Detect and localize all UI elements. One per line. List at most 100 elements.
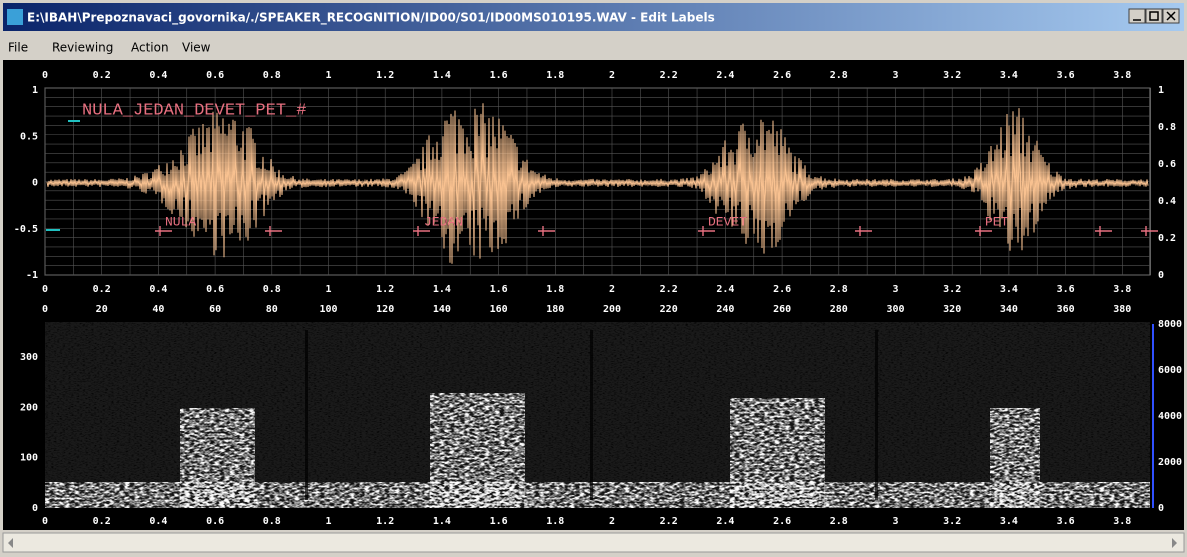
frame-axis-tick-label: 100 xyxy=(20,453,38,464)
time-tick-label: 0 xyxy=(42,70,48,81)
frame-tick-label: 180 xyxy=(546,304,564,315)
frame-tick-label: 120 xyxy=(376,304,394,315)
frequency-tick-label: 2000 xyxy=(1158,457,1182,468)
time-tick-label: 2.4 xyxy=(716,516,734,527)
amplitude-tick-label: 1 xyxy=(32,85,38,96)
time-tick-label: 2.4 xyxy=(716,70,734,81)
time-tick-label: 2.8 xyxy=(830,70,848,81)
right-tick-label: 0.8 xyxy=(1158,122,1176,133)
frame-tick-label: 340 xyxy=(1000,304,1018,315)
right-tick-label: 0.4 xyxy=(1158,196,1176,207)
time-tick-label: 0.4 xyxy=(149,70,167,81)
menu-item[interactable]: Action xyxy=(131,41,169,55)
time-tick-label: 1.4 xyxy=(433,516,451,527)
time-tick-label: 0.8 xyxy=(263,284,281,295)
frame-tick-label: 80 xyxy=(266,304,278,315)
time-tick-label: 3.8 xyxy=(1113,516,1131,527)
time-tick-label: 3.4 xyxy=(1000,284,1018,295)
time-tick-label: 1.8 xyxy=(546,284,564,295)
low-freq-band xyxy=(45,482,1150,508)
frame-tick-label: 380 xyxy=(1113,304,1131,315)
right-tick-label: 0.2 xyxy=(1158,233,1176,244)
time-tick-label: 0.6 xyxy=(206,70,224,81)
frame-tick-label: 240 xyxy=(716,304,734,315)
time-tick-label: 3.8 xyxy=(1113,284,1131,295)
right-tick-label: 0.6 xyxy=(1158,159,1176,170)
frame-tick-label: 220 xyxy=(660,304,678,315)
app-window: E:\IBAH\Prepoznavaci_govornika/./SPEAKER… xyxy=(0,0,1187,557)
scrollbar[interactable] xyxy=(3,533,1184,552)
dark-column xyxy=(875,330,878,500)
menu-item[interactable]: File xyxy=(8,41,28,55)
window-buttons[interactable] xyxy=(1129,9,1179,23)
time-tick-label: 1.4 xyxy=(433,70,451,81)
frame-tick-label: 320 xyxy=(943,304,961,315)
word-label: JEDAN xyxy=(424,214,463,229)
amplitude-tick-label: 0.5 xyxy=(20,131,38,142)
time-tick-label: 3.6 xyxy=(1057,70,1075,81)
time-tick-label: 2 xyxy=(609,284,615,295)
time-tick-label: 2.8 xyxy=(830,516,848,527)
time-tick-label: 0.8 xyxy=(263,516,281,527)
time-tick-label: 1.2 xyxy=(376,70,394,81)
time-tick-label: 3.8 xyxy=(1113,70,1131,81)
time-tick-label: 2.2 xyxy=(660,70,678,81)
window-title: E:\IBAH\Prepoznavaci_govornika/./SPEAKER… xyxy=(27,11,715,26)
time-tick-label: 2 xyxy=(609,516,615,527)
frame-tick-label: 300 xyxy=(886,304,904,315)
time-tick-label: 0.2 xyxy=(93,70,111,81)
time-tick-label: 1.6 xyxy=(490,284,508,295)
minimize-button[interactable] xyxy=(1129,9,1145,23)
frequency-tick-label: 6000 xyxy=(1158,365,1182,376)
time-tick-label: 1.6 xyxy=(490,70,508,81)
frequency-tick-label: 4000 xyxy=(1158,411,1182,422)
word-label: PET xyxy=(985,214,1009,229)
frame-tick-label: 0 xyxy=(42,304,48,315)
time-tick-label: 3.4 xyxy=(1000,516,1018,527)
frame-tick-label: 360 xyxy=(1057,304,1075,315)
app-icon xyxy=(7,9,23,25)
time-tick-label: 2.2 xyxy=(660,284,678,295)
time-tick-label: 1 xyxy=(325,284,331,295)
time-tick-label: 3 xyxy=(892,516,898,527)
frame-tick-label: 260 xyxy=(773,304,791,315)
right-tick-label: 0 xyxy=(1158,270,1164,281)
time-tick-label: 1.2 xyxy=(376,516,394,527)
frame-tick-label: 60 xyxy=(209,304,221,315)
time-tick-label: 3.2 xyxy=(943,516,961,527)
time-tick-label: 0.6 xyxy=(206,284,224,295)
time-tick-label: 0.2 xyxy=(93,284,111,295)
time-tick-label: 0.8 xyxy=(263,70,281,81)
frame-tick-label: 140 xyxy=(433,304,451,315)
time-tick-label: 3.6 xyxy=(1057,516,1075,527)
time-tick-label: 1.8 xyxy=(546,70,564,81)
time-tick-label: 3 xyxy=(892,70,898,81)
frame-tick-label: 200 xyxy=(603,304,621,315)
time-tick-label: 2 xyxy=(609,70,615,81)
frame-tick-label: 160 xyxy=(490,304,508,315)
time-tick-label: 0.4 xyxy=(149,284,167,295)
time-tick-label: 3.2 xyxy=(943,284,961,295)
time-tick-label: 1.2 xyxy=(376,284,394,295)
time-tick-label: 0 xyxy=(42,516,48,527)
time-tick-label: 3 xyxy=(892,284,898,295)
frame-tick-label: 100 xyxy=(319,304,337,315)
time-tick-label: 1.4 xyxy=(433,284,451,295)
time-tick-label: 3.4 xyxy=(1000,70,1018,81)
maximize-button[interactable] xyxy=(1146,9,1162,23)
time-tick-label: 1.8 xyxy=(546,516,564,527)
frame-axis-tick-label: 300 xyxy=(20,352,38,363)
amplitude-tick-label: -0.5 xyxy=(14,224,38,235)
amplitude-tick-label: 0 xyxy=(32,178,38,189)
time-tick-label: 3.6 xyxy=(1057,284,1075,295)
time-tick-label: 0.6 xyxy=(206,516,224,527)
frame-tick-label: 20 xyxy=(96,304,108,315)
frequency-tick-label: 0 xyxy=(1158,503,1164,514)
dark-column xyxy=(590,330,593,500)
time-tick-label: 2.2 xyxy=(660,516,678,527)
frame-axis-tick-label: 0 xyxy=(32,503,38,514)
menu-item[interactable]: Reviewing xyxy=(52,41,113,55)
menu-item[interactable]: View xyxy=(182,41,211,55)
word-label: NULA xyxy=(165,214,196,229)
time-tick-label: 1 xyxy=(325,70,331,81)
